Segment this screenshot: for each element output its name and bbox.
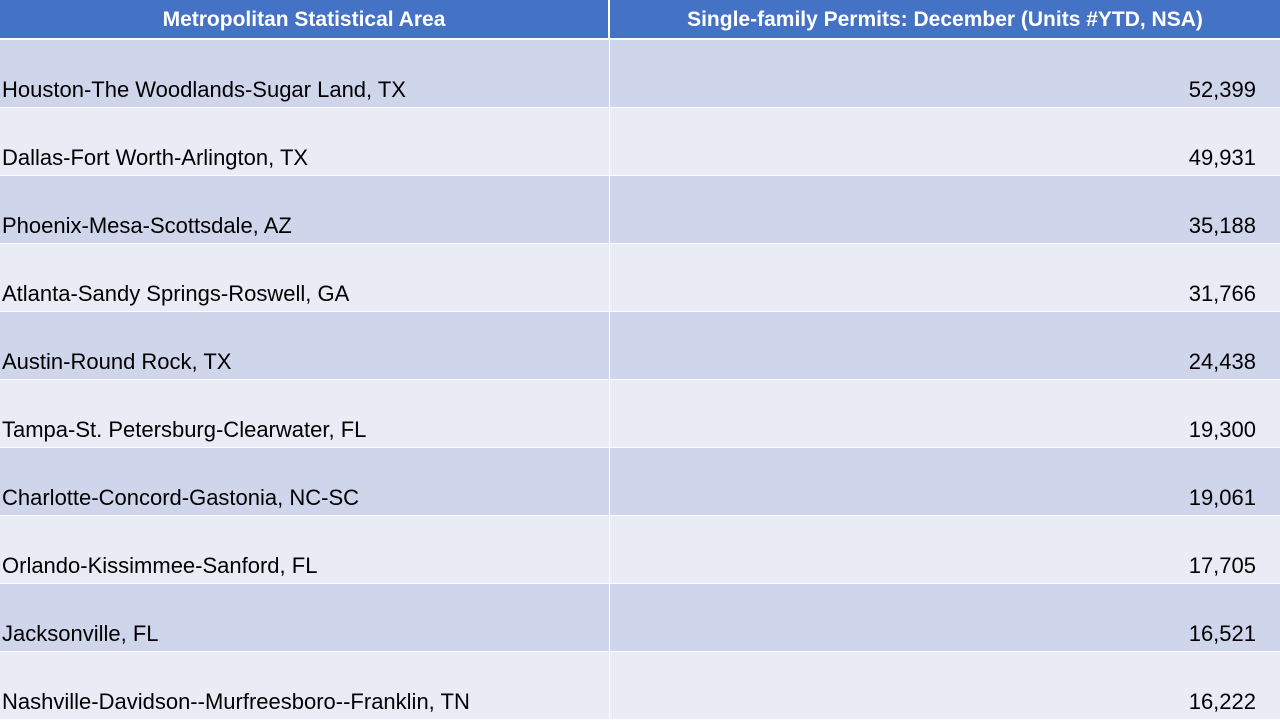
column-header-permits: Single-family Permits: December (Units #… [687, 8, 1203, 31]
area-cell: Dallas-Fort Worth-Arlington, TX [0, 108, 610, 175]
permits-cell: 19,300 [1188, 417, 1256, 442]
area-cell: Orlando-Kissimmee-Sanford, FL [0, 516, 610, 583]
area-cell: Charlotte-Concord-Gastonia, NC-SC [0, 448, 610, 515]
table-row: Orlando-Kissimmee-Sanford, FL 17,705 [0, 516, 1280, 584]
table-row: Jacksonville, FL 16,521 [0, 584, 1280, 652]
table-row: Nashville-Davidson--Murfreesboro--Frankl… [0, 652, 1280, 720]
table-row: Atlanta-Sandy Springs-Roswell, GA 31,766 [0, 244, 1280, 312]
table-row: Austin-Round Rock, TX 24,438 [0, 312, 1280, 380]
table-row: Phoenix-Mesa-Scottsdale, AZ 35,188 [0, 176, 1280, 244]
area-cell: Tampa-St. Petersburg-Clearwater, FL [0, 380, 610, 447]
area-cell: Phoenix-Mesa-Scottsdale, AZ [0, 176, 610, 243]
permits-cell: 19,061 [1188, 485, 1256, 510]
table-row: Dallas-Fort Worth-Arlington, TX 49,931 [0, 108, 1280, 176]
permits-cell: 52,399 [1188, 77, 1256, 102]
area-cell: Austin-Round Rock, TX [0, 312, 610, 379]
table-row: Tampa-St. Petersburg-Clearwater, FL 19,3… [0, 380, 1280, 448]
permits-cell: 35,188 [1188, 213, 1256, 238]
area-cell: Atlanta-Sandy Springs-Roswell, GA [0, 244, 610, 311]
table-header: Metropolitan Statistical Area Single-fam… [0, 0, 1280, 40]
permits-cell: 31,766 [1188, 281, 1256, 306]
permits-cell: 16,222 [1188, 689, 1256, 714]
area-cell: Jacksonville, FL [0, 584, 610, 651]
area-cell: Houston-The Woodlands-Sugar Land, TX [0, 40, 610, 107]
permits-cell: 49,931 [1188, 145, 1256, 170]
permits-cell: 16,521 [1188, 621, 1256, 646]
table-row: Charlotte-Concord-Gastonia, NC-SC 19,061 [0, 448, 1280, 516]
table-body: Houston-The Woodlands-Sugar Land, TX 52,… [0, 40, 1280, 720]
area-cell: Nashville-Davidson--Murfreesboro--Frankl… [0, 652, 610, 719]
column-header-area: Metropolitan Statistical Area [0, 0, 610, 38]
table-row: Houston-The Woodlands-Sugar Land, TX 52,… [0, 40, 1280, 108]
permits-cell: 17,705 [1188, 553, 1256, 578]
permits-cell: 24,438 [1188, 349, 1256, 374]
